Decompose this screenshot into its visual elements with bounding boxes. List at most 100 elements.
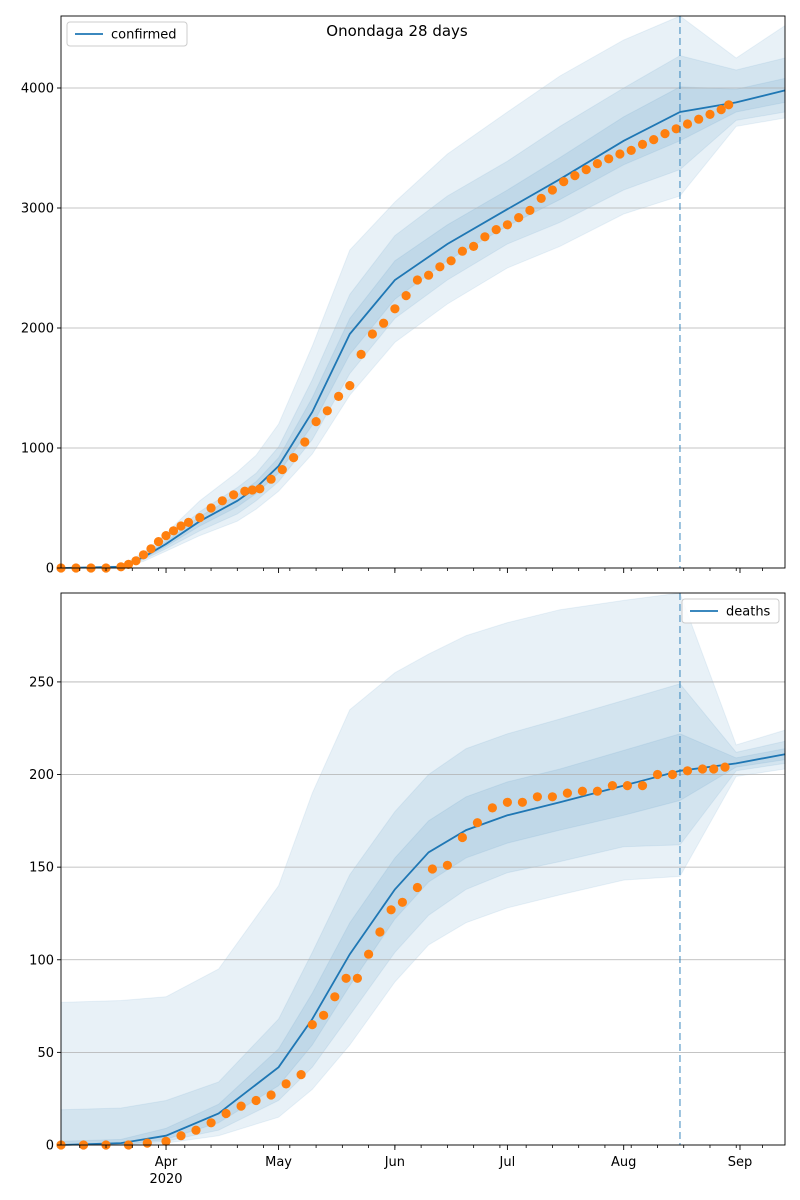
observed-point [251, 1095, 261, 1106]
observed-point [705, 109, 715, 119]
confirmed-panel: 0 1000 2000 3000 4000 confirmed [21, 15, 786, 577]
observed-point [397, 897, 407, 907]
observed-point [626, 145, 636, 155]
observed-point [255, 484, 265, 494]
observed-point [364, 949, 374, 959]
observed-point [116, 562, 126, 572]
observed-point [356, 349, 366, 359]
axes-frame [60, 592, 786, 1146]
model-median-line [60, 753, 786, 1146]
observed-point [266, 474, 276, 484]
y-tick-label: 2000 [21, 322, 54, 337]
observed-point [412, 275, 422, 285]
observed-point [592, 159, 603, 169]
x-tick-label: Sep [728, 1155, 753, 1170]
observed-point [682, 119, 693, 129]
observed-point [604, 154, 614, 164]
observed-point [502, 797, 512, 807]
observed-point [153, 537, 164, 547]
x-tick-label: Aug [611, 1155, 636, 1170]
y-tick-label: 0 [46, 1139, 54, 1154]
y-tick-label: 50 [37, 1046, 54, 1061]
figure-title: Onondaga 28 days [326, 22, 468, 40]
observed-point [247, 485, 257, 495]
observed-point [694, 114, 704, 124]
observed-point [412, 882, 422, 893]
observed-point [716, 105, 726, 115]
observed-point [341, 973, 351, 983]
x-tick-label: Jul [499, 1155, 516, 1170]
observed-point [319, 1010, 329, 1020]
observed-point [649, 135, 659, 145]
observed-point [435, 262, 445, 272]
observed-point [131, 556, 141, 566]
model-median-line [60, 89, 786, 569]
observed-point [652, 769, 663, 780]
observed-point [424, 270, 434, 280]
observed-point [637, 781, 648, 791]
observed-point [345, 381, 355, 391]
observed-point [514, 213, 524, 223]
observed-point [547, 185, 558, 195]
observed-point [281, 1079, 291, 1089]
observed-point [577, 786, 588, 796]
observed-point [289, 453, 299, 463]
observed-point [311, 417, 321, 427]
observed-point [330, 992, 340, 1002]
observed-point [607, 781, 618, 791]
observed-point [161, 531, 171, 541]
observed-point [379, 318, 389, 328]
observed-point [221, 1108, 231, 1119]
legend-deaths: deaths [681, 598, 780, 624]
observed-point [469, 241, 479, 251]
observed-point [206, 1118, 216, 1128]
y-tick-label: 3000 [21, 202, 54, 217]
observed-point [401, 291, 411, 301]
legend-label-deaths: deaths [726, 605, 771, 620]
observed-point [709, 764, 719, 774]
observed-point [138, 550, 149, 560]
y-tick-label: 100 [29, 953, 54, 968]
observed-point [146, 544, 156, 554]
observed-point [472, 818, 482, 828]
observed-point [266, 1090, 276, 1100]
axes-frame [60, 15, 786, 569]
observed-point [525, 205, 535, 215]
legend-box [681, 598, 780, 624]
observed-point [502, 220, 512, 230]
observed-point [322, 406, 332, 416]
observed-point [559, 177, 569, 187]
x-tick-label: May [265, 1155, 292, 1170]
observed-point [720, 762, 730, 772]
observed-point [592, 786, 603, 796]
observed-point [581, 165, 591, 175]
legend-confirmed: confirmed [66, 21, 188, 47]
observed-point [334, 391, 344, 401]
observed-point [390, 304, 400, 314]
observed-point [307, 1020, 317, 1030]
observed-point [236, 1101, 246, 1111]
observed-point [697, 764, 708, 774]
observed-point [442, 860, 452, 870]
observed-point [375, 927, 385, 937]
y-tick-label: 4000 [21, 82, 54, 97]
observed-point [386, 905, 396, 915]
x-tick-label: Jun [384, 1155, 405, 1170]
observed-point [622, 781, 633, 791]
y-tick-label: 150 [29, 861, 54, 876]
x-tick-year-label: 2020 [149, 1172, 182, 1187]
observed-point [142, 1138, 152, 1148]
observed-point [671, 124, 681, 134]
y-tick-label: 200 [29, 768, 54, 783]
observed-point [660, 129, 670, 139]
observed-point [195, 513, 205, 523]
observed-point [547, 792, 558, 802]
x-tick-label: Apr [155, 1155, 178, 1170]
observed-point [457, 246, 467, 256]
observed-point [176, 1131, 186, 1141]
observed-point [168, 526, 179, 536]
observed-point [183, 517, 194, 528]
observed-point [229, 490, 239, 500]
y-tick-label: 250 [29, 675, 54, 690]
